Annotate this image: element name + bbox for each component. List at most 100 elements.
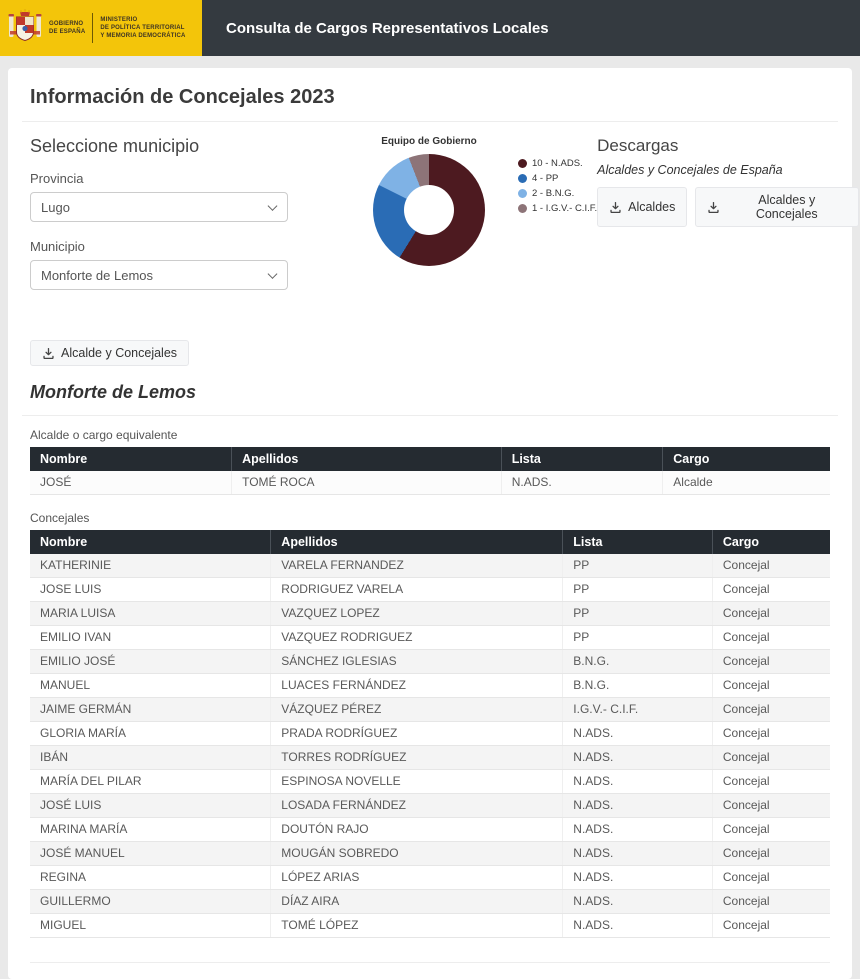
municipio-select-wrap: Monforte de Lemos: [30, 260, 288, 290]
logo-gobierno-espana[interactable]: GOBIERNO DE ESPAÑA MINISTERIO DE POLÍTIC…: [0, 0, 202, 56]
table-cell: JOSÉ: [30, 471, 233, 495]
table-cell: MARINA MARÍA: [30, 817, 272, 842]
bottom-divider: [30, 962, 830, 963]
column-header: Lista: [562, 530, 713, 554]
table-cell: VARELA FERNANDEZ: [270, 554, 564, 578]
title-divider: [22, 121, 838, 122]
app-title: Consulta de Cargos Representativos Local…: [226, 19, 549, 37]
alcalde-table: Nombre Apellidos Lista Cargo JOSÉ TOMÉ ROCA N…: [30, 447, 830, 495]
legend-item: 1 - I.G.V.- C.I.F.: [518, 203, 597, 214]
table-cell: Concejal: [712, 554, 830, 578]
descargas-buttons: Alcaldes Alcaldes y Concejales: [597, 187, 860, 227]
table-row: GUILLERMO DÍAZ AIRA N.ADS. Concejal: [30, 889, 830, 914]
table-cell: I.G.V.- C.I.F.: [562, 697, 713, 722]
table-cell: PP: [562, 601, 713, 626]
legend-label: 10 - N.ADS.: [532, 158, 583, 169]
table-cell: VAZQUEZ LOPEZ: [270, 601, 564, 626]
table-row: JOSÉ TOMÉ ROCA N.ADS. Alcalde: [30, 471, 830, 495]
table-cell: ESPINOSA NOVELLE: [270, 769, 564, 794]
table-cell: Concejal: [712, 817, 830, 842]
table-cell: Concejal: [712, 865, 830, 890]
download-alcaldes-button[interactable]: Alcaldes: [597, 187, 688, 227]
table-cell: VAZQUEZ RODRIGUEZ: [270, 625, 564, 650]
legend-dot-icon: [518, 174, 527, 183]
table-cell: IBÁN: [30, 745, 272, 770]
table-cell: LOSADA FERNÁNDEZ: [270, 793, 564, 818]
table-row: KATHERINIE VARELA FERNANDEZ PP Concejal: [30, 554, 830, 578]
provincia-select-wrap: Lugo: [30, 192, 288, 222]
download-icon: [42, 347, 55, 360]
table-cell: GLORIA MARÍA: [30, 721, 272, 746]
download-alcaldes-concejales-label: Alcaldes y Concejales: [755, 193, 818, 221]
concejales-table-label: Concejales: [30, 511, 90, 525]
column-header: Lista: [501, 447, 664, 471]
table-cell: Concejal: [712, 697, 830, 722]
table-cell: N.ADS.: [562, 913, 713, 938]
download-alcalde-concejales-button[interactable]: Alcalde y Concejales: [30, 340, 190, 366]
table-cell: Concejal: [712, 793, 830, 818]
donut-chart: [373, 154, 485, 266]
table-cell: N.ADS.: [562, 793, 713, 818]
table-cell: Concejal: [712, 913, 830, 938]
column-header: Apellidos: [270, 530, 564, 554]
table-cell: MARÍA DEL PILAR: [30, 769, 272, 794]
column-header: Cargo: [662, 447, 830, 471]
legend-label: 1 - I.G.V.- C.I.F.: [532, 203, 598, 214]
table-cell: Concejal: [712, 649, 830, 674]
descargas-heading: Descargas: [597, 136, 679, 155]
tables-section: Alcalde o cargo equivalente Nombre Apelli…: [22, 428, 838, 938]
logo-divider: [92, 13, 94, 43]
logo-text-ministerio: MINISTERIO DE POLÍTICA TERRITORIAL Y MEM…: [100, 16, 186, 40]
table-cell: JOSE LUIS: [30, 577, 272, 602]
column-header: Nombre: [30, 530, 272, 554]
table-cell: MIGUEL: [30, 913, 272, 938]
table-cell: Concejal: [712, 841, 830, 866]
table-cell: Concejal: [712, 745, 830, 770]
table-row: JOSÉ LUIS LOSADA FERNÁNDEZ N.ADS. Concejal: [30, 793, 830, 818]
provincia-select[interactable]: Lugo: [30, 192, 288, 222]
download-alcaldes-label: Alcaldes: [628, 200, 676, 214]
alcalde-header-row: Nombre Apellidos Lista Cargo: [30, 447, 830, 471]
government-chart: Equipo de Gobierno 10 - N.ADS. 4 - PP 2 - …: [354, 136, 597, 366]
column-header: Nombre: [30, 447, 233, 471]
page-title: Información de Concejales 2023: [30, 86, 335, 108]
table-cell: N.ADS.: [562, 817, 713, 842]
table-cell: TOMÉ LÓPEZ: [270, 913, 564, 938]
table-cell: JAIME GERMÁN: [30, 697, 272, 722]
table-cell: DÍAZ AIRA: [270, 889, 564, 914]
chart-title: Equipo de Gobierno: [381, 136, 477, 147]
table-cell: Concejal: [712, 577, 830, 602]
chart-legend: 10 - N.ADS. 4 - PP 2 - B.N.G. 1 - I.G.V.- C…: [518, 158, 597, 366]
table-row: JOSÉ MANUEL MOUGÁN SOBREDO N.ADS. Concejal: [30, 841, 830, 866]
download-alcaldes-concejales-button[interactable]: Alcaldes y Concejales: [695, 187, 860, 227]
table-cell: PP: [562, 577, 713, 602]
table-cell: TORRES RODRÍGUEZ: [270, 745, 564, 770]
municipio-label: Municipio: [30, 239, 85, 254]
table-cell: DOUTÓN RAJO: [270, 817, 564, 842]
table-row: IBÁN TORRES RODRÍGUEZ N.ADS. Concejal: [30, 745, 830, 770]
table-cell: SÁNCHEZ IGLESIAS: [270, 649, 564, 674]
concejales-header-row: Nombre Apellidos Lista Cargo: [30, 530, 830, 554]
table-cell: N.ADS.: [501, 471, 664, 495]
table-cell: EMILIO IVAN: [30, 625, 272, 650]
table-cell: EMILIO JOSÉ: [30, 649, 272, 674]
table-cell: B.N.G.: [562, 649, 713, 674]
table-row: GLORIA MARÍA PRADA RODRÍGUEZ N.ADS. Conceja…: [30, 721, 830, 746]
table-row: MARINA MARÍA DOUTÓN RAJO N.ADS. Concejal: [30, 817, 830, 842]
concejales-table: Nombre Apellidos Lista Cargo KATHERINIE VARE…: [30, 530, 830, 938]
table-cell: TOMÉ ROCA: [231, 471, 502, 495]
table-cell: PP: [562, 625, 713, 650]
table-cell: GUILLERMO: [30, 889, 272, 914]
table-cell: N.ADS.: [562, 769, 713, 794]
table-cell: JOSÉ LUIS: [30, 793, 272, 818]
table-row: JAIME GERMÁN VÁZQUEZ PÉREZ I.G.V.- C.I.F. C…: [30, 697, 830, 722]
legend-item: 2 - B.N.G.: [518, 188, 597, 199]
table-cell: PP: [562, 554, 713, 578]
table-cell: N.ADS.: [562, 721, 713, 746]
table-cell: LUACES FERNÁNDEZ: [270, 673, 564, 698]
logo-text-gobierno: GOBIERNO DE ESPAÑA: [49, 20, 86, 35]
selector-heading: Seleccione municipio: [30, 136, 200, 156]
download-icon: [609, 201, 622, 214]
municipio-select[interactable]: Monforte de Lemos: [30, 260, 288, 290]
table-row: REGINA LÓPEZ ARIAS N.ADS. Concejal: [30, 865, 830, 890]
